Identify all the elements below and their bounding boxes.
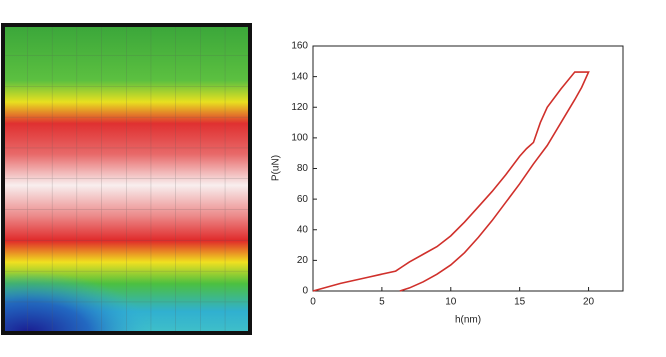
y-tick-label: 20 <box>297 255 309 266</box>
x-tick-label: 15 <box>514 297 526 308</box>
y-axis-label: P(uN) <box>271 155 282 181</box>
y-tick-label: 120 <box>291 102 308 113</box>
x-tick-label: 10 <box>445 297 457 308</box>
x-tick-label: 0 <box>310 297 316 308</box>
load-curve <box>312 71 590 292</box>
x-axis-label: h(nm) <box>455 315 481 326</box>
y-tick-label: 100 <box>291 133 308 144</box>
y-tick-label: 140 <box>291 71 308 82</box>
y-tick-label: 160 <box>291 41 308 52</box>
y-tick-label: 0 <box>302 286 308 297</box>
y-tick-label: 60 <box>297 194 309 205</box>
x-tick-label: 20 <box>583 297 595 308</box>
y-tick-label: 80 <box>297 163 309 174</box>
plot-frame <box>312 45 624 292</box>
y-tick-label: 40 <box>297 224 309 235</box>
x-tick-label: 5 <box>379 297 385 308</box>
heatmap-image <box>1 23 252 335</box>
